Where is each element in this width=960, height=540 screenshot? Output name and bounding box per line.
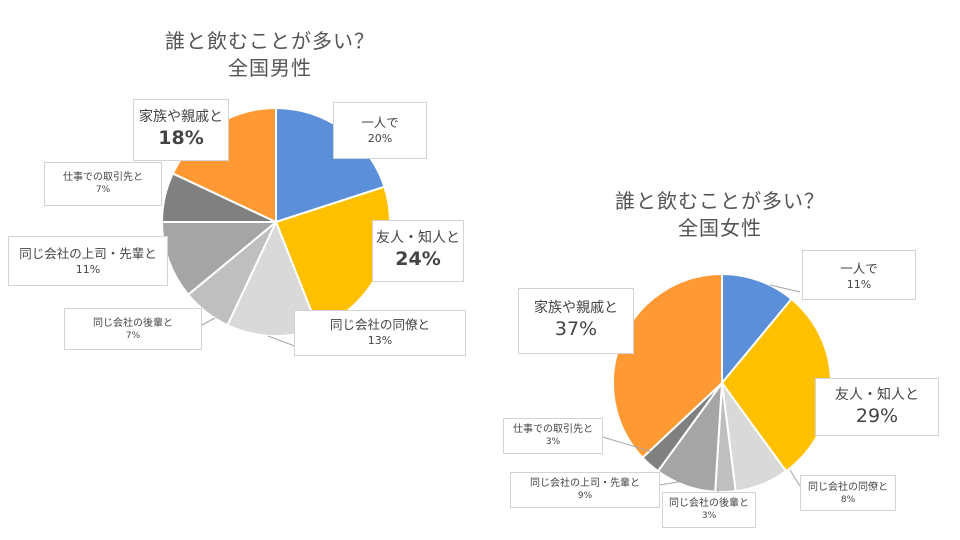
subtitle: 全国女性 (678, 216, 762, 240)
data-label-women-family: 家族や親戚と 37% (518, 288, 634, 354)
data-label-men-family: 家族や親戚と 18% (133, 99, 229, 161)
data-label-men-colleagues: 同じ会社の同僚と 13% (294, 310, 466, 356)
title: 誰と飲むことが多い？ (165, 29, 375, 53)
leader-line-women-seniors (659, 479, 691, 486)
category-label: 一人で (361, 115, 399, 130)
percent-label: 3% (545, 437, 561, 447)
data-label-men-juniors: 同じ会社の後輩と 7% (64, 308, 202, 350)
percent-label: 7% (125, 331, 141, 341)
leader-line-women-alone (769, 284, 801, 293)
percent-label: 18% (158, 127, 204, 149)
data-label-women-juniors: 同じ会社の後輩と 3% (662, 492, 756, 528)
pie-slice-women-alone (721, 272, 793, 386)
category-label: 友人・知人と (376, 230, 460, 246)
category-label: 同じ会社の後輩と (93, 318, 173, 329)
category-label: 仕事での取引先と (513, 424, 593, 435)
percent-label: 3% (701, 511, 717, 521)
pie-women (612, 272, 832, 493)
percent-label: 8% (840, 495, 856, 505)
data-label-men-alone: 一人で 20% (333, 102, 427, 159)
data-label-women-friends: 友人・知人と 29% (815, 378, 939, 436)
category-label: 仕事での取引先と (63, 172, 143, 183)
leader-line-women-colleagues (789, 469, 801, 487)
percent-label: 24% (395, 248, 441, 270)
percent-label: 29% (855, 405, 899, 427)
category-label: 同じ会社の同僚と (329, 317, 430, 332)
category-label: 友人・知人と (835, 387, 919, 403)
category-label: 家族や親戚と (534, 300, 618, 316)
subtitle: 全国男性 (228, 56, 312, 80)
percent-label: 13% (367, 334, 393, 347)
category-label: 同じ会社の上司・先輩と (19, 246, 157, 261)
category-label: 同じ会社の同僚と (808, 482, 888, 493)
category-label: 家族や親戚と (139, 109, 223, 125)
title: 誰と飲むことが多い？ (615, 189, 825, 213)
data-label-women-clients: 仕事での取引先と 3% (503, 418, 603, 454)
data-label-men-clients: 仕事での取引先と 7% (44, 162, 162, 206)
data-label-men-seniors: 同じ会社の上司・先輩と 11% (8, 236, 168, 286)
percent-label: 37% (554, 318, 598, 340)
percent-label: 9% (577, 491, 593, 501)
data-label-women-alone: 一人で 11% (802, 250, 916, 300)
leader-line-women-clients (602, 436, 653, 453)
data-label-women-seniors: 同じ会社の上司・先輩と 9% (510, 472, 660, 508)
pie-men (160, 106, 391, 337)
percent-label: 11% (846, 278, 872, 291)
chart-title-men: 誰と飲むことが多い？ 全国男性 (140, 28, 400, 82)
data-label-women-colleagues: 同じ会社の同僚と 8% (800, 475, 896, 511)
percent-label: 7% (95, 185, 111, 195)
chart-title-women: 誰と飲むことが多い？ 全国女性 (590, 188, 850, 242)
data-label-men-friends: 友人・知人と 24% (372, 220, 464, 282)
leader-line-men-juniors (201, 317, 216, 326)
pie-slice-men-seniors (160, 221, 279, 297)
category-label: 同じ会社の後輩と (669, 498, 749, 509)
percent-label: 20% (367, 132, 393, 145)
category-label: 同じ会社の上司・先輩と (530, 478, 640, 489)
percent-label: 11% (75, 263, 101, 276)
category-label: 一人で (840, 261, 878, 276)
